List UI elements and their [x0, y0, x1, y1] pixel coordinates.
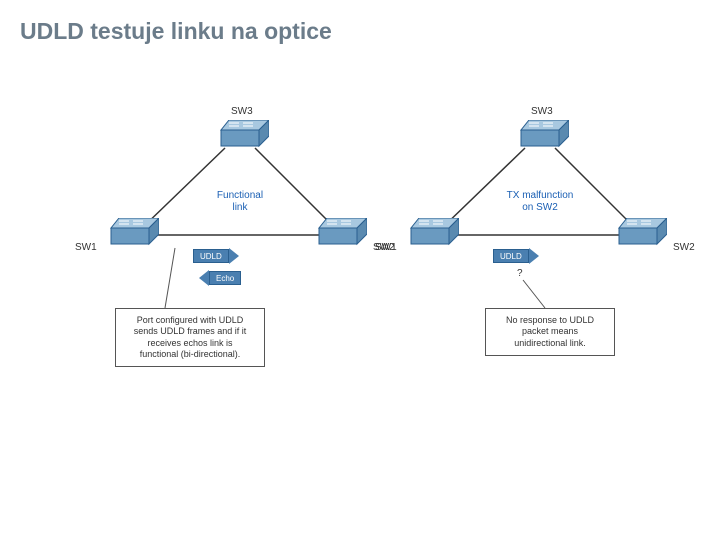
page-title: UDLD testuje linku na optice — [20, 18, 332, 45]
panel-functional: SW3 SW1 — [105, 120, 385, 420]
callout-left: Port configured with UDLDsends UDLD fram… — [115, 308, 265, 367]
label-sw1-right: SW1 — [375, 242, 397, 253]
panel-malfunction: SW3 SW1 — [405, 120, 685, 420]
label-sw1-left: SW1 — [75, 242, 97, 253]
callout-right: No response to UDLDpacket meansunidirect… — [485, 308, 615, 356]
diagram-area: SW3 SW1 — [0, 120, 720, 480]
label-sw3-right: SW3 — [531, 106, 553, 117]
label-sw3-left: SW3 — [231, 106, 253, 117]
